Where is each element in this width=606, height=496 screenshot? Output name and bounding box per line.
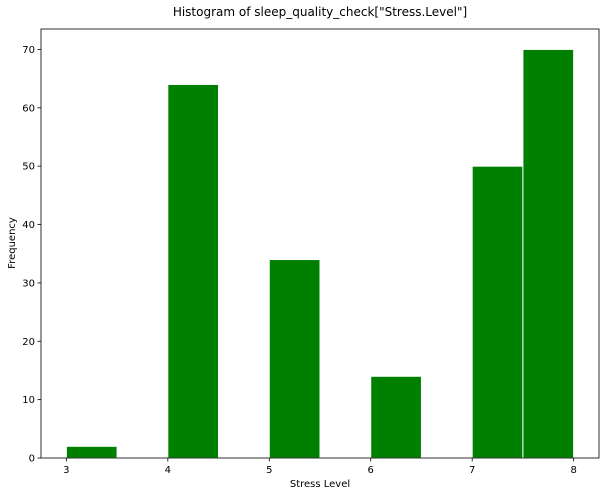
histogram-bar xyxy=(522,48,575,459)
x-tick-label: 7 xyxy=(469,465,475,476)
y-tick-label: 60 xyxy=(22,103,35,114)
bars-group xyxy=(65,48,575,459)
histogram-bar xyxy=(65,445,118,459)
chart-title: Histogram of sleep_quality_check["Stress… xyxy=(173,5,467,19)
histogram-bar xyxy=(370,375,422,459)
x-tick-label: 8 xyxy=(570,465,576,476)
y-tick-label: 40 xyxy=(22,220,35,231)
x-tick-label: 5 xyxy=(266,465,272,476)
y-tick-label: 0 xyxy=(29,454,35,465)
histogram-bar xyxy=(268,259,321,459)
y-tick-label: 50 xyxy=(22,162,35,173)
histogram-bar xyxy=(167,83,220,459)
x-tick-label: 6 xyxy=(368,465,374,476)
x-axis-label: Stress Level xyxy=(290,479,350,490)
y-axis-ticks: 0 10 20 30 40 50 60 70 xyxy=(22,45,41,465)
x-tick-label: 4 xyxy=(165,465,171,476)
plot-frame xyxy=(40,28,600,459)
y-tick-label: 10 xyxy=(22,395,35,406)
y-tick-label: 30 xyxy=(22,278,35,289)
histogram-bar xyxy=(471,165,524,459)
x-axis-ticks: 3 4 5 6 7 8 xyxy=(63,458,577,476)
y-tick-label: 70 xyxy=(22,45,35,56)
x-tick-label: 3 xyxy=(63,465,69,476)
y-tick-label: 20 xyxy=(22,337,35,348)
y-axis-label: Frequency xyxy=(7,217,18,269)
